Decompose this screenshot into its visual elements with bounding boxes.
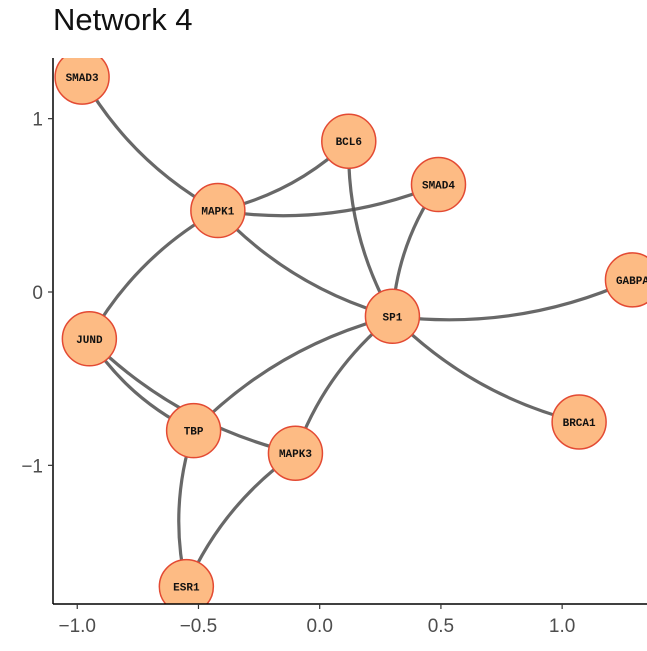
y-tick-label: 1 [32,110,43,131]
node-brca1: BRCA1 [551,394,607,450]
node-label: BRCA1 [563,418,596,430]
node-circle [267,425,324,481]
edge-smad3-mapk1 [80,75,220,213]
node-circle [61,311,118,367]
nodes-layer: SMAD3 BCL6 SMAD4 MAPK1 GABPA SP1 JUND BRCA1 TBP M… [54,58,647,604]
edge-sp1-tbp [192,314,395,433]
chart-title: Network 4 [53,2,193,37]
node-circle [158,558,215,604]
axes-layer: −1.0 −0.5 0.0 0.5 1.0 1 0 −1 [21,58,647,637]
node-circle [165,402,222,459]
node-circle [364,288,421,345]
node-label: ESR1 [173,583,200,595]
node-label: TBP [184,427,204,439]
node-mapk3: MAPK3 [267,425,324,481]
node-circle [54,58,110,105]
node-label: GABPA [616,276,647,288]
edge-sp1-gabpa [390,278,635,322]
node-label: SMAD3 [66,73,99,85]
y-tick-label: 0 [32,283,43,304]
node-label: JUND [76,335,103,347]
node-tbp: TBP [165,402,222,459]
x-tick-label: −1.0 [58,616,96,637]
node-label: MAPK3 [279,449,312,461]
x-tick-label: 0.5 [428,616,454,637]
x-tick-label: 0.0 [306,616,332,637]
edge-sp1-brca1 [390,314,581,424]
y-tick-label: −1 [21,456,43,477]
node-label: BCL6 [336,137,362,149]
node-label: SMAD4 [422,181,455,193]
node-esr1: ESR1 [158,558,215,604]
node-smad4: SMAD4 [410,156,467,213]
node-mapk1: MAPK1 [190,182,246,239]
node-circle [604,252,647,308]
node-gabpa: GABPA [604,252,647,308]
node-label: SP1 [383,312,403,324]
x-tick-label: 1.0 [549,616,575,637]
node-circle [190,182,246,239]
node-circle [321,113,377,169]
node-label: MAPK1 [201,207,234,219]
edge-mapk1-smad4 [216,182,441,218]
edge-mapk1-sp1 [216,208,395,318]
node-bcl6: BCL6 [321,113,377,169]
node-sp1: SP1 [364,288,421,345]
x-tick-label: −0.5 [180,616,218,637]
node-smad3: SMAD3 [54,58,110,105]
node-circle [551,394,607,450]
node-circle [410,156,467,213]
node-jund: JUND [61,311,118,367]
